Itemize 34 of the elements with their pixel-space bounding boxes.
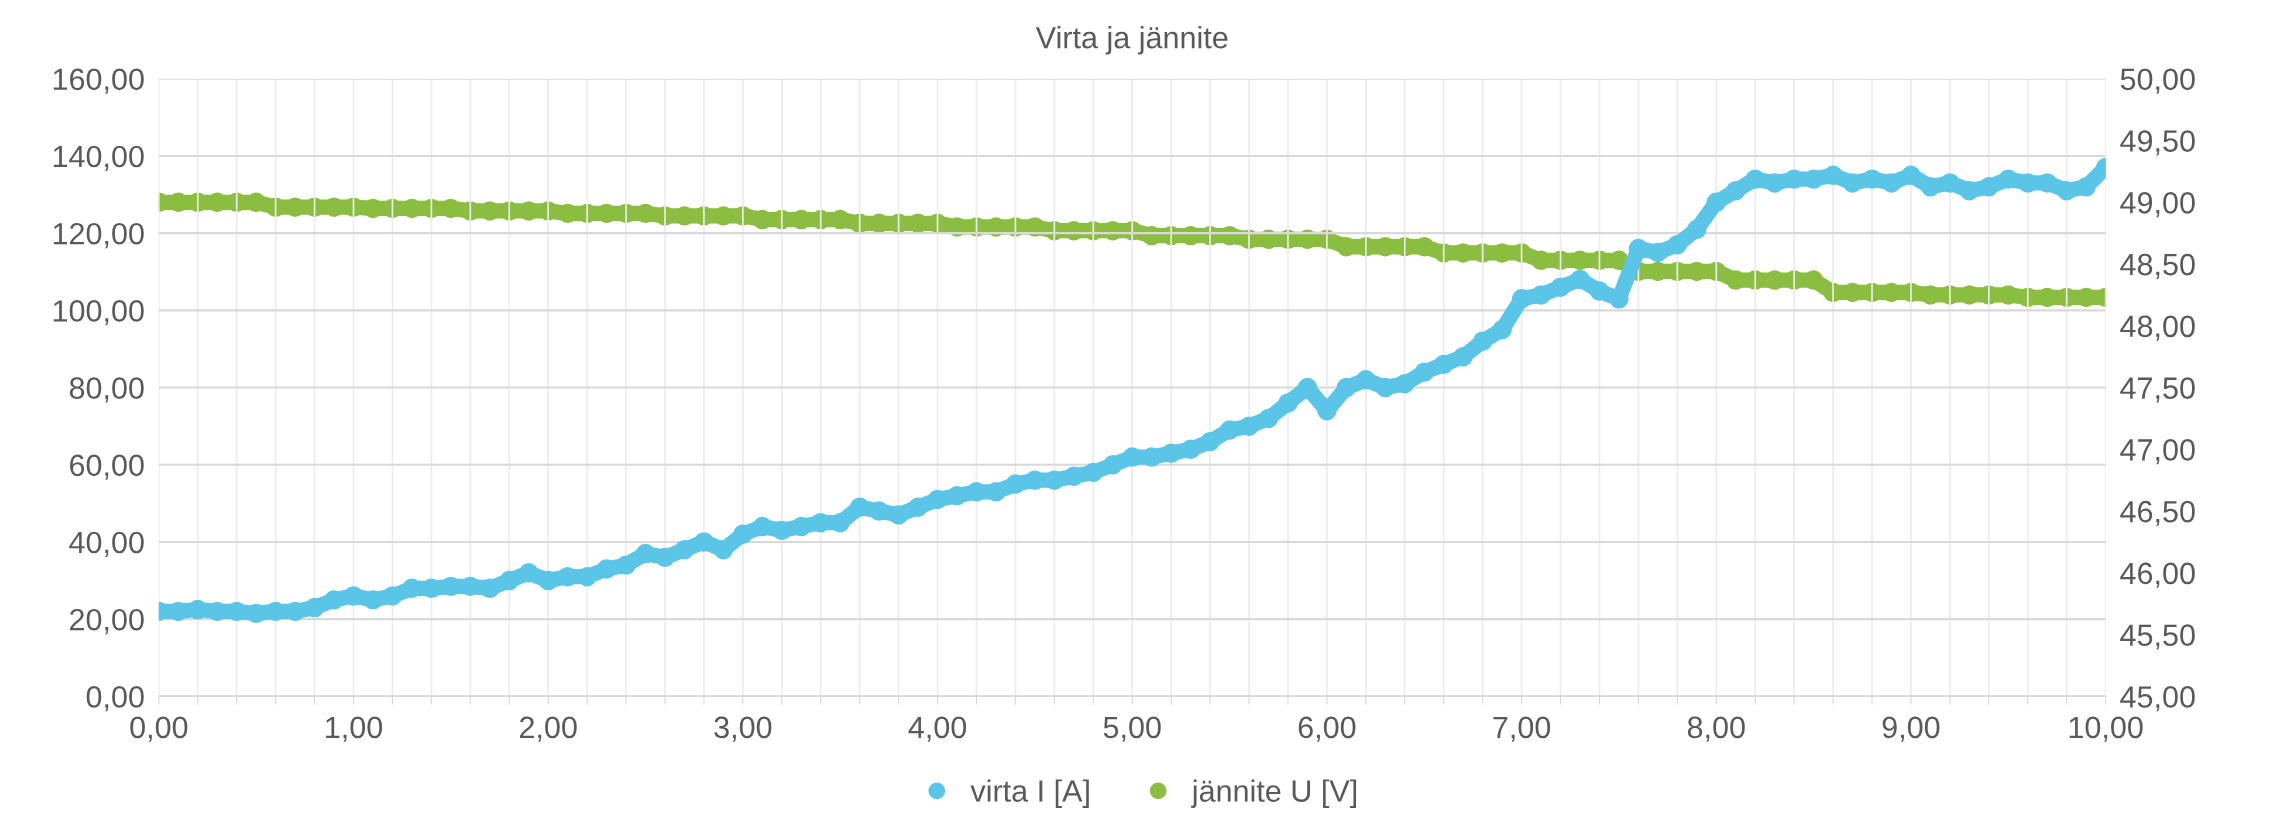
- x-tick-label: 3,00: [714, 716, 772, 742]
- legend-label: virta I [A]: [970, 779, 1089, 808]
- y-tick-label: 20,00: [70, 608, 144, 635]
- legend-label: jännite U [V]: [1191, 779, 1357, 808]
- x-tick-label: 0,00: [130, 716, 188, 742]
- y2-tick-label: 49,00: [2120, 192, 2195, 218]
- y2-tick-label: 47,50: [2120, 377, 2195, 403]
- x-tick-label: 2,00: [520, 716, 577, 742]
- y-tick-label: 0,00: [86, 686, 144, 712]
- y-tick-label: 60,00: [70, 454, 144, 480]
- x-tick-label: 1,00: [326, 716, 383, 742]
- y2-tick-label: 50,00: [2120, 68, 2195, 94]
- y2-tick-label: 46,00: [2120, 562, 2195, 588]
- y-tick-label: 160,00: [53, 68, 144, 94]
- x-tick-label: 8,00: [1687, 716, 1745, 742]
- y2-tick-label: 46,50: [2120, 500, 2195, 527]
- x-tick-label: 7,00: [1493, 716, 1551, 742]
- x-tick-label: 4,00: [908, 716, 967, 742]
- y2-tick-label: 48,50: [2120, 253, 2195, 280]
- y2-tick-label: 45,00: [2120, 686, 2195, 712]
- y-tick-label: 140,00: [53, 145, 144, 171]
- y2-tick-label: 48,00: [2120, 315, 2195, 341]
- y2-tick-label: 49,50: [2120, 130, 2195, 156]
- x-tick-label: 5,00: [1103, 716, 1161, 742]
- x-tick-label: 10,00: [2069, 716, 2143, 742]
- y2-tick-label: 45,50: [2120, 624, 2195, 650]
- y-tick-label: 120,00: [53, 222, 144, 249]
- chart-title: Virta ja jännite: [1035, 26, 1228, 55]
- y-tick-label: 80,00: [69, 377, 144, 403]
- y2-tick-label: 47,00: [2120, 439, 2195, 465]
- x-tick-label: 6,00: [1298, 716, 1356, 742]
- x-tick-label: 9,00: [1882, 716, 1940, 742]
- y-tick-label: 100,00: [53, 300, 144, 326]
- y-tick-label: 40,00: [69, 531, 144, 557]
